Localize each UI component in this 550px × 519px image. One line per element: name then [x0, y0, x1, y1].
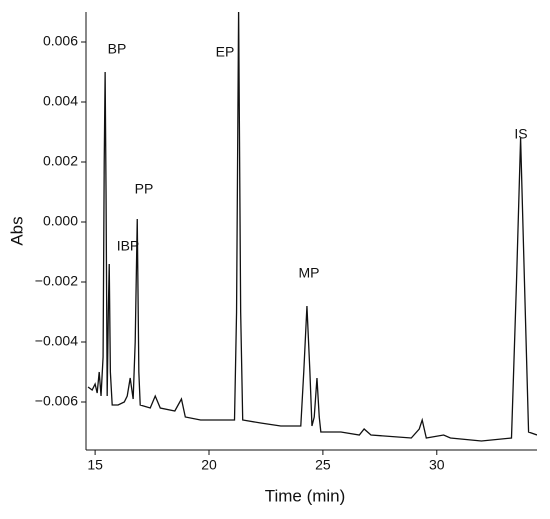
x-tick-label: 25 [315, 457, 331, 473]
x-tick-label: 30 [429, 457, 445, 473]
peak-label: MP [299, 265, 320, 281]
x-tick-label: 15 [87, 457, 103, 473]
peak-label: IS [514, 126, 527, 142]
peak-label: BP [108, 41, 127, 57]
y-axis-label: Abs [7, 216, 26, 245]
peak-label: IBP [117, 238, 140, 254]
peak-label: PP [135, 181, 154, 197]
y-tick-label: 0.000 [43, 213, 78, 229]
y-tick-label: −0.002 [35, 273, 78, 289]
y-tick-label: 0.006 [43, 33, 78, 49]
trace [87, 12, 537, 442]
y-tick-label: 0.004 [43, 93, 78, 109]
x-axis-label: Time (min) [265, 486, 346, 505]
x-tick-label: 20 [201, 457, 217, 473]
y-tick-label: 0.002 [43, 153, 78, 169]
y-tick-label: −0.004 [35, 333, 78, 349]
y-tick-label: −0.006 [35, 393, 78, 409]
peak-label: EP [216, 44, 235, 60]
